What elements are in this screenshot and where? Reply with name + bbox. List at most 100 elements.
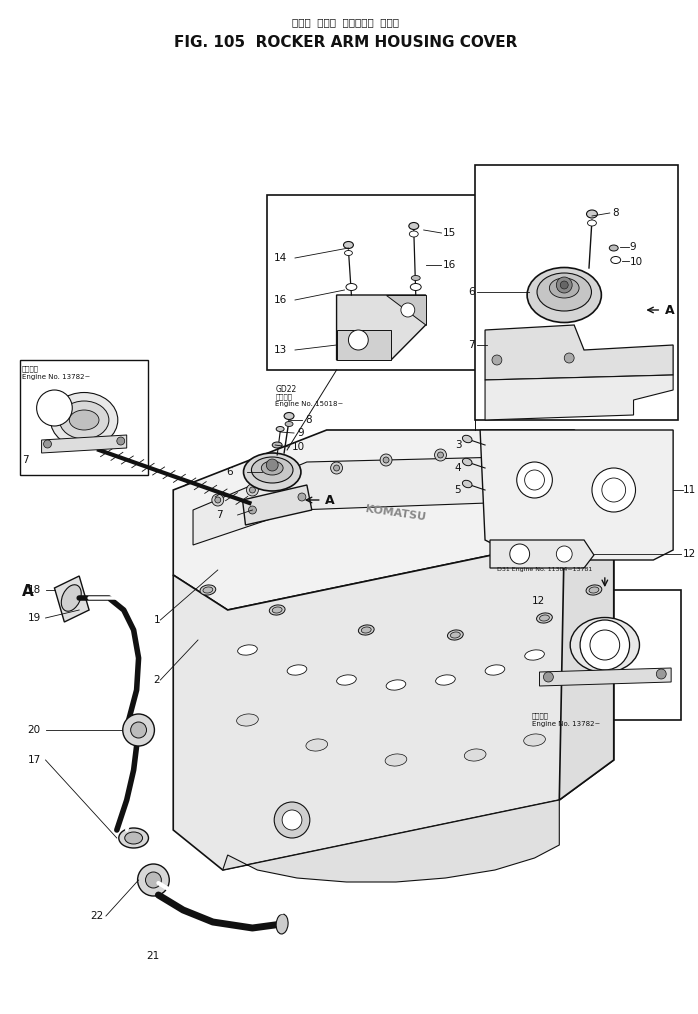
Circle shape (282, 810, 302, 830)
Text: 21: 21 (147, 951, 160, 961)
Text: 10: 10 (292, 442, 305, 452)
Circle shape (492, 355, 502, 365)
Ellipse shape (244, 453, 301, 491)
Circle shape (544, 672, 554, 682)
Ellipse shape (609, 245, 618, 251)
Ellipse shape (485, 665, 505, 675)
Bar (267, 195, 480, 370)
Circle shape (215, 497, 221, 503)
Text: 適用号機: 適用号機 (275, 393, 292, 400)
Text: A: A (325, 494, 334, 507)
Polygon shape (540, 668, 671, 686)
Polygon shape (42, 435, 127, 453)
Text: 4: 4 (454, 463, 461, 473)
Ellipse shape (527, 268, 602, 322)
Ellipse shape (346, 284, 357, 290)
Circle shape (510, 544, 530, 564)
Circle shape (123, 714, 154, 746)
Text: 15: 15 (443, 228, 456, 238)
Text: KOMATSU: KOMATSU (365, 504, 426, 522)
Polygon shape (485, 375, 673, 420)
Text: D31 Engine No. 11304~13781: D31 Engine No. 11304~13781 (497, 567, 592, 572)
Text: 5: 5 (454, 485, 461, 495)
Ellipse shape (589, 587, 599, 593)
Polygon shape (173, 430, 614, 610)
Ellipse shape (272, 607, 282, 613)
Circle shape (592, 468, 635, 512)
Ellipse shape (464, 749, 486, 762)
Circle shape (517, 462, 552, 498)
Circle shape (401, 303, 415, 317)
Circle shape (560, 281, 568, 289)
Circle shape (246, 484, 258, 496)
Text: 6: 6 (468, 287, 475, 297)
Ellipse shape (336, 675, 356, 685)
Ellipse shape (611, 257, 621, 264)
Circle shape (590, 630, 620, 660)
Text: 11: 11 (683, 485, 697, 495)
Text: A: A (665, 303, 675, 316)
Ellipse shape (570, 618, 639, 672)
Text: 1: 1 (154, 615, 160, 625)
Circle shape (131, 722, 147, 738)
Ellipse shape (276, 914, 288, 934)
Circle shape (145, 872, 161, 888)
Circle shape (380, 454, 392, 466)
Circle shape (556, 546, 572, 562)
Circle shape (286, 472, 298, 484)
Text: 6: 6 (226, 467, 232, 477)
Ellipse shape (436, 675, 455, 685)
Text: 19: 19 (28, 613, 41, 623)
Ellipse shape (285, 422, 293, 427)
Text: 12: 12 (683, 549, 697, 559)
Ellipse shape (362, 627, 371, 633)
Polygon shape (490, 540, 594, 568)
Text: 8: 8 (305, 415, 311, 425)
Ellipse shape (524, 734, 545, 746)
Circle shape (578, 456, 590, 468)
Text: Engine No. 13782~: Engine No. 13782~ (22, 374, 90, 380)
Circle shape (492, 452, 498, 458)
Circle shape (274, 802, 310, 838)
Ellipse shape (237, 714, 258, 726)
Ellipse shape (50, 392, 118, 447)
Circle shape (249, 487, 255, 493)
Polygon shape (193, 455, 606, 545)
Ellipse shape (588, 220, 596, 226)
Text: 18: 18 (28, 585, 41, 595)
Ellipse shape (358, 625, 374, 635)
Ellipse shape (61, 585, 81, 611)
Circle shape (248, 506, 256, 514)
Ellipse shape (385, 754, 407, 766)
Ellipse shape (586, 210, 597, 218)
Circle shape (556, 277, 572, 293)
Text: 2: 2 (154, 675, 160, 685)
Ellipse shape (586, 585, 602, 595)
Text: A: A (22, 584, 34, 599)
Ellipse shape (119, 828, 149, 848)
Circle shape (298, 493, 306, 501)
Circle shape (525, 470, 544, 490)
Polygon shape (223, 800, 559, 882)
Ellipse shape (200, 585, 216, 595)
Ellipse shape (447, 630, 463, 640)
Circle shape (602, 478, 625, 502)
Circle shape (43, 440, 52, 448)
Bar (528, 590, 681, 720)
Text: 10: 10 (630, 257, 643, 267)
Circle shape (266, 459, 279, 470)
Circle shape (656, 669, 666, 679)
Circle shape (383, 457, 389, 463)
Ellipse shape (411, 276, 420, 281)
Circle shape (542, 453, 547, 459)
Polygon shape (480, 430, 673, 560)
Text: 7: 7 (216, 510, 223, 520)
Text: 適用号機: 適用号機 (532, 712, 549, 719)
Polygon shape (54, 576, 89, 622)
Text: 20: 20 (28, 725, 41, 735)
Circle shape (564, 353, 574, 363)
Text: 適用号機: 適用号機 (22, 365, 39, 371)
Circle shape (334, 465, 339, 470)
Text: 16: 16 (443, 260, 456, 270)
Ellipse shape (537, 273, 591, 311)
